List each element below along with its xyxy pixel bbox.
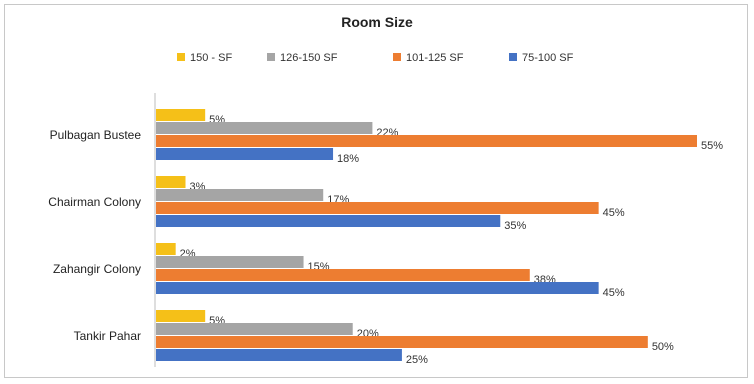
category-label-chairman-colony: Chairman Colony [48, 195, 141, 209]
bar-pulbagan-bustee-75-100-sf [156, 148, 334, 160]
data-label-pulbagan-bustee-101-125-sf: 55% [701, 140, 723, 152]
data-label-tankir-pahar-101-125-sf: 50% [652, 341, 674, 353]
bar-zahangir-colony-101-125-sf [156, 269, 530, 281]
bar-chairman-colony-75-100-sf [156, 215, 501, 227]
bar-chairman-colony-101-125-sf [156, 202, 599, 214]
bar-tankir-pahar-101-125-sf [156, 336, 648, 348]
legend: 150 - SF 126-150 SF 101-125 SF 75-100 SF [177, 52, 574, 64]
legend-swatch-101-125-sf [393, 53, 401, 61]
data-label-chairman-colony-75-100-sf: 35% [504, 220, 526, 232]
legend-label-75-100-sf: 75-100 SF [522, 52, 574, 64]
bar-pulbagan-bustee-126-150-sf [156, 122, 373, 134]
category-label-zahangir-colony: Zahangir Colony [53, 262, 141, 276]
legend-label-150-sf: 150 - SF [190, 52, 232, 64]
bar-tankir-pahar-126-150-sf [156, 323, 353, 335]
data-label-tankir-pahar-75-100-sf: 25% [406, 354, 428, 366]
bar-zahangir-colony-75-100-sf [156, 282, 599, 294]
bar-pulbagan-bustee-150-sf [156, 109, 206, 121]
chart-title: Room Size [341, 14, 413, 30]
legend-swatch-150-sf [177, 53, 185, 61]
chart-frame: Room Size 150 - SF 126-150 SF 101-125 SF 75… [4, 4, 748, 378]
bar-zahangir-colony-150-sf [156, 243, 176, 255]
legend-swatch-75-100-sf [509, 53, 517, 61]
bar-pulbagan-bustee-101-125-sf [156, 135, 697, 147]
category-label-tankir-pahar: Tankir Pahar [74, 329, 141, 343]
data-label-chairman-colony-101-125-sf: 45% [603, 207, 625, 219]
category-label-pulbagan-bustee: Pulbagan Bustee [50, 128, 142, 142]
bar-chairman-colony-126-150-sf [156, 189, 324, 201]
data-label-pulbagan-bustee-75-100-sf: 18% [337, 153, 359, 165]
bar-tankir-pahar-150-sf [156, 310, 206, 322]
bar-tankir-pahar-75-100-sf [156, 349, 402, 361]
legend-label-101-125-sf: 101-125 SF [406, 52, 464, 64]
bar-chart: Room Size 150 - SF 126-150 SF 101-125 SF 75… [48, 14, 723, 367]
data-label-zahangir-colony-75-100-sf: 45% [603, 287, 625, 299]
bar-chairman-colony-150-sf [156, 176, 186, 188]
legend-label-126-150-sf: 126-150 SF [280, 52, 338, 64]
legend-swatch-126-150-sf [267, 53, 275, 61]
bar-zahangir-colony-126-150-sf [156, 256, 304, 268]
